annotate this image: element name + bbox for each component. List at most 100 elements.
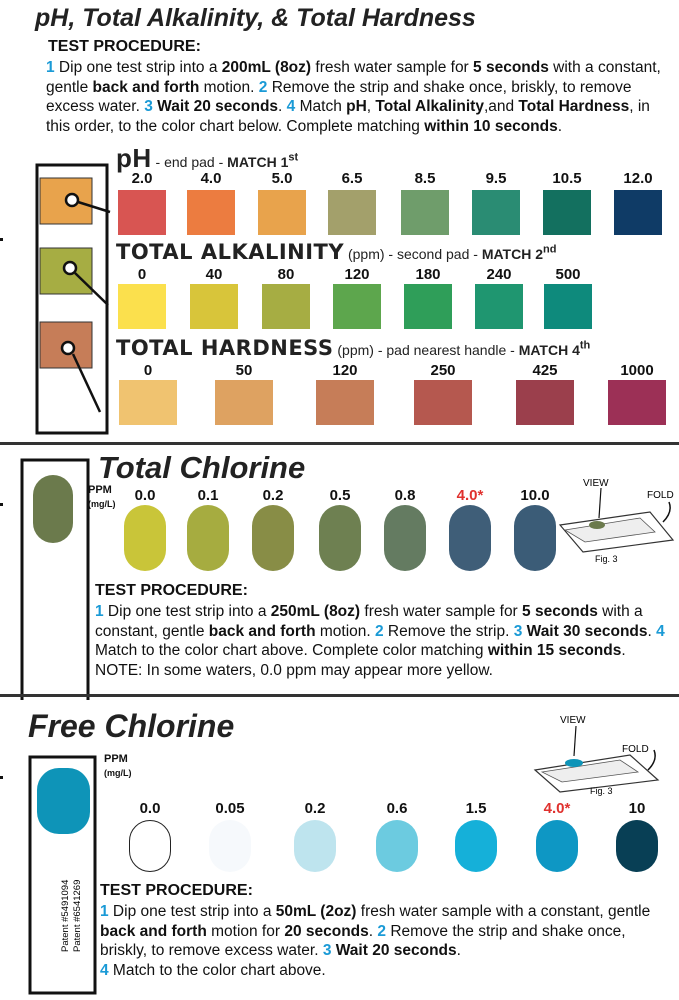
color-swatch xyxy=(384,505,426,571)
pointer-line xyxy=(74,272,109,306)
color-swatch xyxy=(614,190,662,235)
arrow xyxy=(598,487,602,519)
figure: VIEW FOLD Fig. 3 xyxy=(533,715,660,796)
color-swatch xyxy=(404,284,452,329)
pointer-dot xyxy=(60,340,76,356)
procedure-heading: TEST PROCEDURE: xyxy=(48,38,201,55)
swatch-label: 180 xyxy=(415,266,441,283)
color-swatch xyxy=(258,190,306,235)
swatch-label: 50 xyxy=(235,362,253,379)
step-number: 1 xyxy=(95,603,104,620)
unit-label: PPM (mg/L) xyxy=(104,752,132,780)
test-strip-diagram: Patent #5491094 Patent #6541269 xyxy=(0,755,97,995)
swatch-label: 8.5 xyxy=(414,170,436,187)
text: motion for xyxy=(206,922,285,940)
procedure-text: 1 Dip one test strip into a 250mL (8oz) … xyxy=(95,602,665,680)
text: back and forth xyxy=(208,622,316,640)
swatch-label: 120 xyxy=(332,362,358,379)
strip-face xyxy=(540,759,640,783)
color-swatch xyxy=(449,505,491,571)
unit-note: (mg/L) xyxy=(88,499,116,509)
text: 200mL (8oz) xyxy=(221,59,312,76)
pad xyxy=(565,759,583,767)
color-swatch xyxy=(516,380,574,425)
swatch-label: 0.2 xyxy=(304,800,326,817)
color-swatch xyxy=(129,820,171,872)
swatch-label: 1000 xyxy=(620,362,654,379)
color-swatch xyxy=(333,284,381,329)
tick xyxy=(0,238,3,241)
color-swatch xyxy=(543,190,591,235)
text: ,and xyxy=(483,98,519,115)
color-swatch xyxy=(187,505,229,571)
swatch-label: 0.6 xyxy=(386,800,408,817)
group-heading: TOTAL HARDNESS (ppm) - pad nearest handl… xyxy=(116,336,590,360)
step-number: 3 xyxy=(144,98,153,115)
swatch-label: 250 xyxy=(430,362,456,379)
pad xyxy=(37,768,90,834)
text: back and forth xyxy=(100,922,207,940)
step-number: 2 xyxy=(377,922,387,940)
swatch-label: 6.5 xyxy=(341,170,363,187)
section-title: Total Chlorine xyxy=(98,450,306,485)
swatch-label: 5.0 xyxy=(271,170,293,187)
color-swatch xyxy=(514,505,556,571)
swatch-label: 10.0 xyxy=(520,487,550,504)
swatch-label: 425 xyxy=(532,362,558,379)
color-swatch xyxy=(536,820,578,872)
color-swatch xyxy=(608,380,666,425)
text: . NOTE: In some waters, 0.0 ppm may appe… xyxy=(95,642,626,679)
text: , xyxy=(366,98,376,115)
color-swatch xyxy=(401,190,449,235)
swatch-label: 0.8 xyxy=(394,487,416,504)
group-note: (ppm) - pad nearest handle - xyxy=(333,342,519,358)
swatch-label: 0 xyxy=(143,362,153,379)
color-swatch xyxy=(262,284,310,329)
match-label: MATCH 2 xyxy=(481,246,544,262)
text: Remove the strip. xyxy=(383,622,514,640)
text: 5 seconds xyxy=(473,59,549,76)
color-swatch xyxy=(616,820,658,872)
section-title: Free Chlorine xyxy=(28,708,235,744)
color-swatch xyxy=(544,284,592,329)
text: fresh water sample with a constant, gent… xyxy=(356,903,651,920)
swatch-label: 0.0 xyxy=(139,800,161,817)
text: with a constant, gentle xyxy=(95,603,643,640)
color-swatch xyxy=(118,190,166,235)
pointer-line xyxy=(71,353,102,413)
color-swatch xyxy=(209,820,251,872)
color-swatch xyxy=(328,190,376,235)
color-swatch xyxy=(294,820,336,872)
ordinal: st xyxy=(288,151,299,164)
group-heading: TOTAL ALKALINITY (ppm) - second pad - MA… xyxy=(116,240,556,264)
figure-caption: Fig. 3 xyxy=(590,786,613,796)
color-swatch xyxy=(187,190,235,235)
text: pH xyxy=(346,98,367,115)
color-swatch xyxy=(118,284,166,329)
text: , in this order, to the color chart belo… xyxy=(46,98,650,135)
swatch-label: 0.5 xyxy=(329,487,351,504)
color-swatch xyxy=(455,820,497,872)
text: Remove the strip and shake once, briskly… xyxy=(46,78,632,116)
swatch-label: 4.0 xyxy=(200,170,222,187)
divider xyxy=(0,694,679,697)
swatch-label: 4.0* xyxy=(456,487,484,504)
group-note: (ppm) - second pad - xyxy=(344,246,482,262)
text: 20 seconds xyxy=(284,922,369,940)
text: . xyxy=(456,942,461,959)
pointer-dot xyxy=(62,260,78,276)
step-number: 4 xyxy=(656,622,665,640)
color-swatch xyxy=(124,505,166,571)
step-number: 3 xyxy=(513,622,523,640)
text: within 10 seconds xyxy=(424,117,558,135)
text: Total Alkalinity xyxy=(375,98,484,115)
step-number: 4 xyxy=(286,98,296,115)
text: with a constant, gentle xyxy=(46,59,661,96)
swatch-label: 1.5 xyxy=(465,800,487,817)
text: . xyxy=(278,98,287,115)
tick xyxy=(0,503,3,506)
match-label: MATCH 4 xyxy=(518,342,580,358)
text: 50mL (2oz) xyxy=(275,903,357,920)
color-swatch xyxy=(376,820,418,872)
text: back and forth xyxy=(92,78,200,96)
